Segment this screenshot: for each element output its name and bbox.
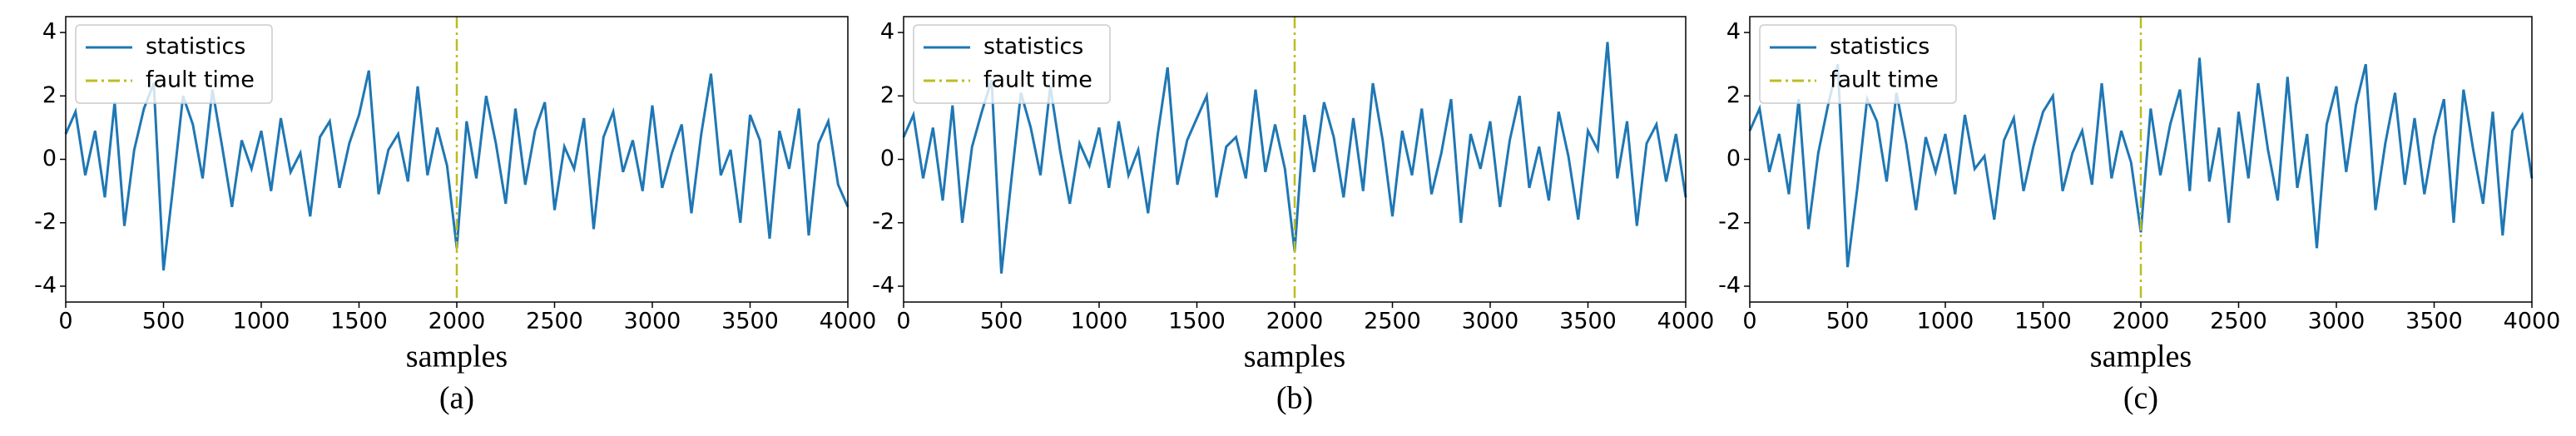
x-tick-label: 1500	[330, 309, 388, 334]
x-tick-label: 3000	[1462, 309, 1519, 334]
x-tick-label: 4000	[2504, 309, 2561, 334]
y-tick-label: 4	[880, 19, 894, 45]
y-tick-label: 2	[880, 82, 894, 108]
x-tick-label: 2500	[2210, 309, 2267, 334]
y-tick-label: 0	[880, 146, 894, 171]
x-tick-label: 3500	[2405, 309, 2463, 334]
x-tick-label: 0	[58, 309, 72, 334]
x-tick-label: 2000	[1266, 309, 1324, 334]
x-tick-label: 2500	[526, 309, 583, 334]
x-axis-label: samples	[2090, 339, 2192, 374]
x-tick-label: 2000	[2113, 309, 2170, 334]
x-tick-label: 1000	[1071, 309, 1128, 334]
x-tick-label: 3000	[624, 309, 681, 334]
x-tick-label: 4000	[820, 309, 877, 334]
y-tick-label: 2	[42, 82, 57, 108]
x-tick-label: 3000	[2308, 309, 2365, 334]
axes-frame	[65, 16, 849, 303]
x-tick-label: 1500	[2014, 309, 2072, 334]
y-tick-label: 4	[1726, 19, 1741, 45]
legend-box	[913, 24, 1111, 104]
legend-box	[75, 24, 273, 104]
x-tick-label: 500	[980, 309, 1023, 334]
legend-label: fault time	[1830, 67, 1939, 93]
y-tick-label: -2	[1718, 209, 1741, 235]
y-tick-label: -4	[872, 272, 894, 298]
panel-caption: (c)	[2123, 381, 2158, 416]
axes-frame	[1749, 16, 2533, 303]
x-tick-label: 0	[896, 309, 910, 334]
x-tick-label: 1000	[233, 309, 290, 334]
y-tick-label: -4	[1718, 272, 1741, 298]
data-line	[1748, 57, 2534, 268]
legend-label: fault time	[983, 67, 1092, 93]
legend-label: fault time	[146, 67, 255, 93]
y-tick-label: 2	[1726, 82, 1741, 108]
y-tick-label: -2	[872, 209, 894, 235]
legend-label: statistics	[146, 34, 245, 60]
y-tick-label: -2	[34, 209, 57, 235]
x-tick-label: 1500	[1168, 309, 1226, 334]
legend-label: statistics	[983, 34, 1083, 60]
x-tick-label: 3500	[1559, 309, 1617, 334]
x-tick-label: 4000	[1657, 309, 1715, 334]
y-tick-label: 0	[42, 146, 57, 171]
x-tick-label: 2500	[1364, 309, 1421, 334]
y-tick-label: 0	[1726, 146, 1741, 171]
x-axis-label: samples	[1244, 339, 1345, 374]
legend-label: statistics	[1830, 34, 1930, 60]
panel-caption: (b)	[1276, 381, 1313, 416]
x-tick-label: 500	[142, 309, 186, 334]
x-tick-label: 500	[1826, 309, 1870, 334]
x-tick-label: 3500	[721, 309, 779, 334]
y-tick-label: -4	[34, 272, 57, 298]
x-axis-label: samples	[406, 339, 508, 374]
y-tick-label: 4	[42, 19, 57, 45]
x-tick-label: 1000	[1917, 309, 1974, 334]
legend-box	[1759, 24, 1957, 104]
panel-caption: (a)	[439, 381, 474, 416]
x-tick-label: 0	[1742, 309, 1756, 334]
x-tick-label: 2000	[429, 309, 486, 334]
axes-frame	[903, 16, 1687, 303]
